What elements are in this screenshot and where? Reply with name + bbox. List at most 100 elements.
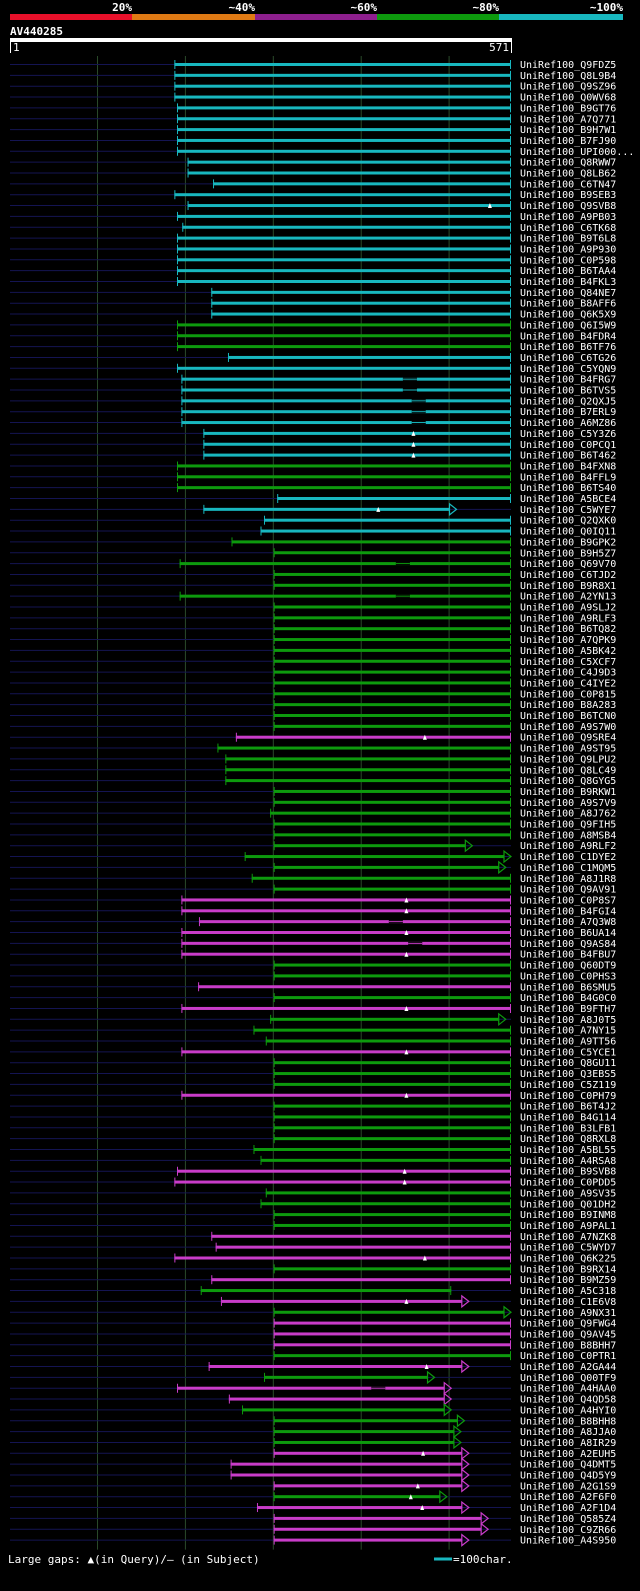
hit-label[interactable]: UniRef100_Q4DMT5 [520, 1460, 616, 1471]
hit-row[interactable]: UniRef100_C0P8S7 [10, 895, 616, 906]
hit-row[interactable]: UniRef100_B4FKL3 [10, 277, 616, 288]
hit-row[interactable]: UniRef100_C0PDD5 [10, 1177, 616, 1189]
hit-label[interactable]: UniRef100_C1E6V8 [520, 1297, 616, 1308]
hit-label[interactable]: UniRef100_B4FRG7 [520, 375, 616, 386]
hit-row[interactable]: UniRef100_B4FXN8 [10, 461, 616, 472]
hit-label[interactable]: UniRef100_B4FBU7 [520, 950, 616, 961]
hit-label[interactable]: UniRef100_B6UA14 [520, 928, 616, 939]
hit-row[interactable]: UniRef100_B4FRG7 [10, 374, 616, 386]
hit-label[interactable]: UniRef100_C1MQM5 [520, 863, 616, 874]
hit-row[interactable]: UniRef100_Q00TF9 [10, 1370, 616, 1385]
hit-row[interactable]: UniRef100_Q9FIH5 [10, 819, 616, 831]
hit-row[interactable]: UniRef100_Q0WV68 [10, 92, 616, 104]
hit-label[interactable]: UniRef100_B4FDR4 [520, 331, 616, 342]
hit-row[interactable]: UniRef100_Q9AV45 [10, 1329, 616, 1340]
hit-label[interactable]: UniRef100_A9NX31 [520, 1308, 616, 1319]
hit-label[interactable]: UniRef100_A9SV35 [520, 1188, 616, 1199]
hit-label[interactable]: UniRef100_A5BCE4 [520, 494, 616, 505]
hit-label[interactable]: UniRef100_B8A283 [520, 700, 616, 711]
hit-label[interactable]: UniRef100_B4G0C0 [520, 993, 616, 1004]
hit-label[interactable]: UniRef100_A4HAA0 [520, 1384, 616, 1395]
hit-label[interactable]: UniRef100_A7NZK8 [520, 1232, 616, 1243]
hit-label[interactable]: UniRef100_C4IYE2 [520, 678, 616, 689]
hit-label[interactable]: UniRef100_A5BK42 [520, 646, 616, 657]
hit-label[interactable]: UniRef100_A7QPK9 [520, 635, 616, 646]
hit-row[interactable]: UniRef100_A2G1S9 [10, 1479, 616, 1493]
hit-label[interactable]: UniRef100_A2F6F0 [520, 1492, 616, 1503]
hit-row[interactable]: UniRef100_B6TVS5 [10, 385, 616, 397]
hit-label[interactable]: UniRef100_A2YN13 [520, 592, 616, 603]
hit-label[interactable]: UniRef100_A2EUH5 [520, 1449, 616, 1460]
hit-row[interactable]: UniRef100_C5XCF7 [10, 656, 616, 668]
hit-row[interactable]: UniRef100_A8J1R8 [10, 873, 616, 885]
hit-label[interactable]: UniRef100_B7FJ90 [520, 136, 616, 147]
hit-label[interactable]: UniRef100_A7NY15 [520, 1026, 616, 1037]
hit-row[interactable]: UniRef100_Q8LC49 [10, 765, 616, 776]
hit-label[interactable]: UniRef100_A8J0T5 [520, 1015, 616, 1026]
hit-row[interactable]: UniRef100_A8J762 [10, 808, 616, 820]
hit-row[interactable]: UniRef100_Q8L9B4 [10, 70, 616, 82]
hit-row[interactable]: UniRef100_A4HYI0 [10, 1403, 616, 1417]
hit-row[interactable]: UniRef100_Q8GYG5 [10, 776, 616, 787]
hit-row[interactable]: UniRef100_B9MZ59 [10, 1275, 616, 1286]
hit-label[interactable]: UniRef100_A9RLF3 [520, 613, 616, 624]
hit-label[interactable]: UniRef100_B6TVS5 [520, 386, 616, 397]
hit-row[interactable]: UniRef100_A5BCE4 [10, 494, 616, 505]
hit-label[interactable]: UniRef100_C5XCF7 [520, 657, 616, 668]
hit-label[interactable]: UniRef100_A9SLJ2 [520, 603, 616, 614]
hit-label[interactable]: UniRef100_Q00TF9 [520, 1373, 616, 1384]
hit-label[interactable]: UniRef100_C5Z119 [520, 1080, 616, 1091]
hit-label[interactable]: UniRef100_Q9FDZ5 [520, 60, 616, 71]
hit-row[interactable]: UniRef100_Q9LPU2 [10, 754, 616, 765]
hit-row[interactable]: UniRef100_C6TK68 [10, 222, 616, 234]
hit-label[interactable]: UniRef100_B6TS40 [520, 483, 616, 494]
hit-label[interactable]: UniRef100_A8JJA0 [520, 1427, 616, 1438]
hit-row[interactable]: UniRef100_B9SEB3 [10, 190, 616, 201]
hit-label[interactable]: UniRef100_A9TT56 [520, 1037, 616, 1048]
hit-row[interactable]: UniRef100_Q4DMT5 [10, 1457, 616, 1471]
hit-label[interactable]: UniRef100_Q01DH2 [520, 1199, 616, 1210]
hit-row[interactable]: UniRef100_A8IR29 [10, 1435, 616, 1450]
hit-label[interactable]: UniRef100_Q0WV68 [520, 93, 616, 104]
hit-label[interactable]: UniRef100_Q8GYG5 [520, 776, 616, 787]
hit-label[interactable]: UniRef100_A4RSA8 [520, 1156, 616, 1167]
hit-row[interactable]: UniRef100_B6TCN0 [10, 711, 616, 722]
hit-row[interactable]: UniRef100_Q8RWW7 [10, 157, 616, 169]
hit-label[interactable]: UniRef100_B9H7W1 [520, 125, 616, 136]
hit-label[interactable]: UniRef100_Q6I5W9 [520, 320, 616, 331]
hit-row[interactable]: UniRef100_A9TT56 [10, 1036, 616, 1048]
hit-label[interactable]: UniRef100_B6T4J2 [520, 1102, 616, 1113]
hit-row[interactable]: UniRef100_A8MSB4 [10, 830, 616, 841]
hit-row[interactable]: UniRef100_A2F1D4 [10, 1500, 616, 1515]
hit-row[interactable]: UniRef100_B4FGI4 [10, 906, 616, 917]
hit-row[interactable]: UniRef100_Q2QXK0 [10, 515, 616, 527]
hit-row[interactable]: UniRef100_A9RLF2 [10, 838, 616, 853]
hit-label[interactable]: UniRef100_Q9AV91 [520, 885, 616, 896]
hit-label[interactable]: UniRef100_Q9AS84 [520, 939, 616, 950]
hit-row[interactable]: UniRef100_Q6K225 [10, 1253, 616, 1265]
hit-row[interactable]: UniRef100_Q9SRE4 [10, 732, 616, 744]
hit-label[interactable]: UniRef100_C5Y3Z6 [520, 429, 616, 440]
hit-label[interactable]: UniRef100_C5YQN9 [520, 364, 616, 375]
hit-row[interactable]: UniRef100_Q9SVB8 [10, 201, 616, 212]
hit-label[interactable]: UniRef100_B9H5Z7 [520, 548, 616, 559]
hit-row[interactable]: UniRef100_B4G0C0 [10, 993, 616, 1004]
hit-row[interactable]: UniRef100_C6TG26 [10, 352, 616, 364]
hit-row[interactable]: UniRef100_Q60DT9 [10, 960, 616, 972]
hit-label[interactable]: UniRef100_A2F1D4 [520, 1503, 616, 1514]
hit-row[interactable]: UniRef100_A7NY15 [10, 1025, 616, 1037]
hit-label[interactable]: UniRef100_Q69V70 [520, 559, 616, 570]
hit-label[interactable]: UniRef100_A9P930 [520, 244, 616, 255]
hit-row[interactable]: UniRef100_B6TAA4 [10, 266, 616, 277]
hit-row[interactable]: UniRef100_C5YQN9 [10, 363, 616, 375]
hit-row[interactable]: UniRef100_B9INM8 [10, 1210, 616, 1221]
hit-row[interactable]: UniRef100_A6MZ86 [10, 418, 616, 429]
hit-label[interactable]: UniRef100_B9SVB8 [520, 1167, 616, 1178]
hit-row[interactable]: UniRef100_B9RKW1 [10, 786, 616, 798]
hit-label[interactable]: UniRef100_C6TN47 [520, 179, 616, 190]
hit-label[interactable]: UniRef100_B9MZ59 [520, 1275, 616, 1286]
hit-label[interactable]: UniRef100_Q9FWG4 [520, 1319, 616, 1330]
hit-label[interactable]: UniRef100_B4FFL9 [520, 472, 616, 483]
hit-label[interactable]: UniRef100_Q9SVB8 [520, 201, 616, 212]
hit-row[interactable]: UniRef100_A8JJA0 [10, 1424, 616, 1439]
